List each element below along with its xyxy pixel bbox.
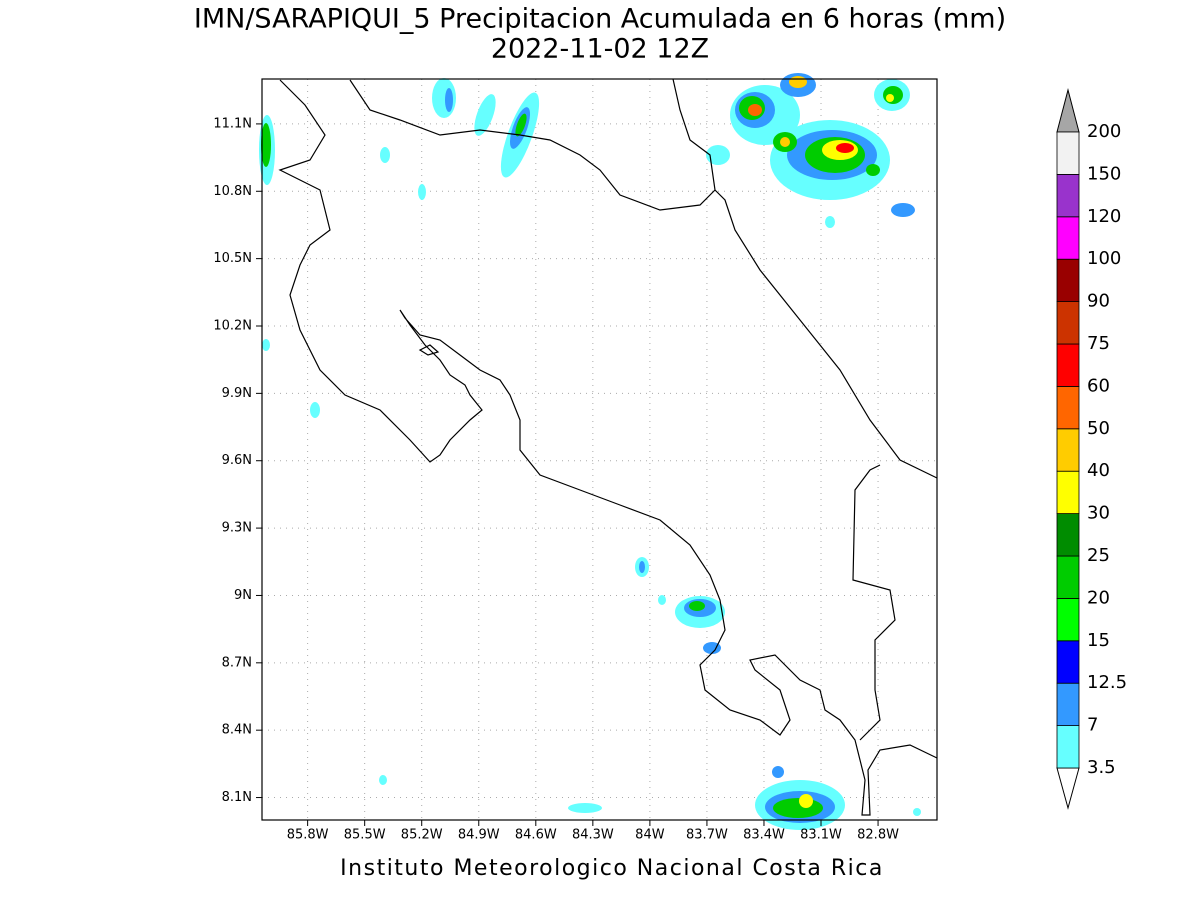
- colorbar-swatch: [1056, 640, 1080, 684]
- colorbar-label: 60: [1087, 375, 1110, 396]
- colorbar-label: 200: [1087, 121, 1121, 142]
- map-frame: [261, 78, 938, 821]
- x-tick-label: 84.6W: [515, 828, 557, 843]
- x-tick-label: 83.1W: [800, 828, 842, 843]
- colorbar-label: 100: [1087, 248, 1121, 269]
- x-tick-label: 82.8W: [857, 828, 899, 843]
- colorbar-swatch: [1056, 343, 1080, 387]
- y-tick-label: 11.1N: [213, 116, 252, 131]
- colorbar-under: [1056, 767, 1080, 810]
- colorbar-swatch: [1056, 428, 1080, 472]
- colorbar-swatch: [1056, 555, 1080, 599]
- y-tick-label: 9N: [234, 588, 252, 603]
- x-tick-label: 83.4W: [743, 828, 785, 843]
- colorbar-over: [1056, 88, 1080, 133]
- precipitation: [259, 73, 921, 830]
- colorbar-swatch: [1056, 131, 1080, 175]
- colorbar-swatch: [1056, 258, 1080, 303]
- colorbar-label: 90: [1087, 291, 1110, 312]
- y-tick-label: 8.1N: [222, 790, 252, 805]
- y-tick-label: 10.5N: [213, 251, 252, 266]
- subtitle: 2022-11-02 12Z: [491, 34, 709, 65]
- colorbar-swatch: [1056, 725, 1080, 769]
- x-tick-label: 85.5W: [344, 828, 386, 843]
- y-tick-label: 8.4N: [222, 723, 252, 738]
- y-tick-label: 9.9N: [222, 386, 252, 401]
- footer: Instituto Meteorologico Nacional Costa R…: [340, 856, 884, 881]
- y-tick-label: 10.2N: [213, 319, 252, 334]
- y-tick-label: 9.3N: [222, 521, 252, 536]
- x-tick-label: 84.3W: [572, 828, 614, 843]
- colorbar-swatch: [1056, 301, 1080, 345]
- colorbar-label: 20: [1087, 587, 1110, 608]
- colorbar-label: 40: [1087, 460, 1110, 481]
- y-tick-label: 9.6N: [222, 453, 252, 468]
- colorbar-swatch: [1056, 385, 1080, 430]
- colorbar-label: 3.5: [1087, 757, 1116, 778]
- colorbar-label: 15: [1087, 630, 1110, 651]
- colorbar-swatch: [1056, 470, 1080, 515]
- colorbar-label: 150: [1087, 163, 1121, 184]
- y-tick-label: 10.8N: [213, 184, 252, 199]
- y-tick-label: 8.7N: [222, 655, 252, 670]
- x-tick-label: 83.7W: [686, 828, 728, 843]
- coastlines: [278, 78, 938, 816]
- x-tick-label: 84.9W: [458, 828, 500, 843]
- x-tick-label: 84W: [635, 828, 665, 843]
- colorbar-swatch: [1056, 598, 1080, 642]
- colorbar-swatch: [1056, 173, 1080, 218]
- colorbar-label: 75: [1087, 333, 1110, 354]
- colorbar-label: 7: [1087, 715, 1098, 736]
- colorbar-label: 30: [1087, 503, 1110, 524]
- colorbar-swatch: [1056, 216, 1080, 260]
- colorbar: 3.5 7 12.5 15 20 25 30 40 50 60 75 90 100 120 150 200: [1056, 88, 1127, 810]
- colorbar-label: 120: [1087, 206, 1121, 227]
- title: IMN/SARAPIQUI_5 Precipitacion Acumulada …: [194, 4, 1006, 35]
- colorbar-label: 50: [1087, 418, 1110, 439]
- x-tick-label: 85.8W: [287, 828, 329, 843]
- colorbar-label: 12.5: [1087, 672, 1127, 693]
- axes: 85.8W 85.5W 85.2W 84.9W 84.6W 84.3W 84W 83.7W 83…: [213, 116, 899, 842]
- colorbar-swatch: [1056, 513, 1080, 557]
- x-tick-label: 85.2W: [401, 828, 443, 843]
- colorbar-swatch: [1056, 682, 1080, 727]
- colorbar-label: 25: [1087, 545, 1110, 566]
